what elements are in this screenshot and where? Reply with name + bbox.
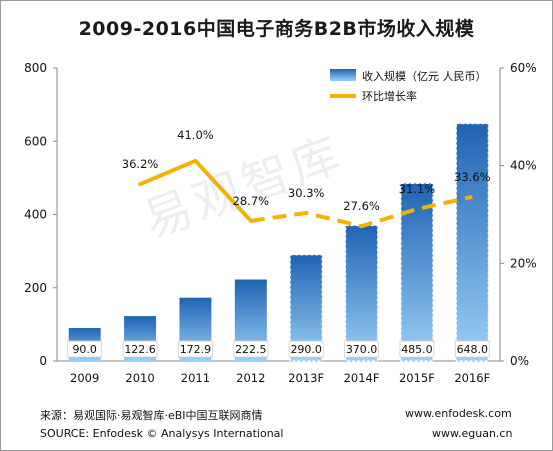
source-cn: 来源：易观国际·易观智库·eBI中国互联网商情 [40, 409, 263, 422]
x-tick-label: 2011 [181, 371, 210, 385]
growth-value-label: 27.6% [343, 199, 380, 213]
bar-value-box [454, 340, 490, 358]
y-tick-label-left: 200 [24, 281, 47, 295]
bar-value-box [399, 340, 435, 358]
bar-2016F [455, 123, 489, 362]
site-enfodesk: www.enfodesk.com [405, 407, 512, 420]
growth-line-actual [138, 158, 253, 223]
bar-value-box [344, 340, 379, 358]
chart-title: 2009-2016中国电子商务B2B市场收入规模 [78, 18, 475, 40]
legend-line-label: 环比增长率 [362, 89, 417, 103]
site-eguan: www.eguan.cn [432, 427, 513, 440]
y-tick-label-left: 0 [39, 354, 47, 368]
x-tick-label: 2014F [344, 371, 380, 385]
growth-value-label: 41.0% [177, 128, 214, 142]
growth-value-label: 30.3% [288, 186, 325, 200]
bar-value-box [233, 340, 269, 358]
bar-2015F [400, 182, 434, 362]
y-tick-label-right: 0% [510, 354, 529, 368]
bar-value-box [122, 340, 158, 358]
x-tick-label: 2010 [125, 371, 154, 385]
y-tick-label-left: 600 [24, 134, 47, 148]
x-tick-label: 2009 [70, 371, 99, 385]
growth-value-label: 36.2% [122, 157, 159, 171]
growth-value-label: 28.7% [233, 194, 270, 208]
x-tick-label: 2013F [288, 371, 324, 385]
source-en: SOURCE: Enfodesk © Analysys Internationa… [40, 427, 284, 440]
y-tick-label-left: 800 [24, 61, 47, 75]
bar-value-label: 222.5 [235, 343, 267, 356]
bar-value-box [288, 340, 324, 358]
y-tick-label-right: 60% [510, 61, 537, 75]
bar-value-label: 172.9 [180, 343, 212, 356]
legend-bar-label: 收入规模（亿元 人民币） [362, 69, 487, 83]
y-tick-label-left: 400 [24, 208, 47, 222]
growth-value-label: 33.6% [454, 170, 491, 184]
bar-value-label: 370.0 [346, 343, 378, 356]
growth-value-label: 31.1% [399, 182, 436, 196]
x-tick-label: 2015F [399, 371, 435, 385]
bar-value-box [178, 340, 213, 358]
x-tick-label: 2012 [236, 371, 265, 385]
y-tick-label-right: 40% [510, 159, 537, 173]
legend-bar-swatch [330, 69, 356, 81]
bar-value-box [67, 340, 103, 358]
bar-value-label: 90.0 [72, 343, 97, 356]
bar-value-label: 290.0 [290, 343, 322, 356]
growth-line-forecast [250, 194, 473, 229]
x-tick-label: 2016F [454, 371, 490, 385]
bar-value-label: 122.6 [124, 343, 156, 356]
bar-value-label: 648.0 [457, 343, 489, 356]
bar-value-label: 485.0 [401, 343, 433, 356]
y-tick-label-right: 20% [510, 256, 537, 270]
